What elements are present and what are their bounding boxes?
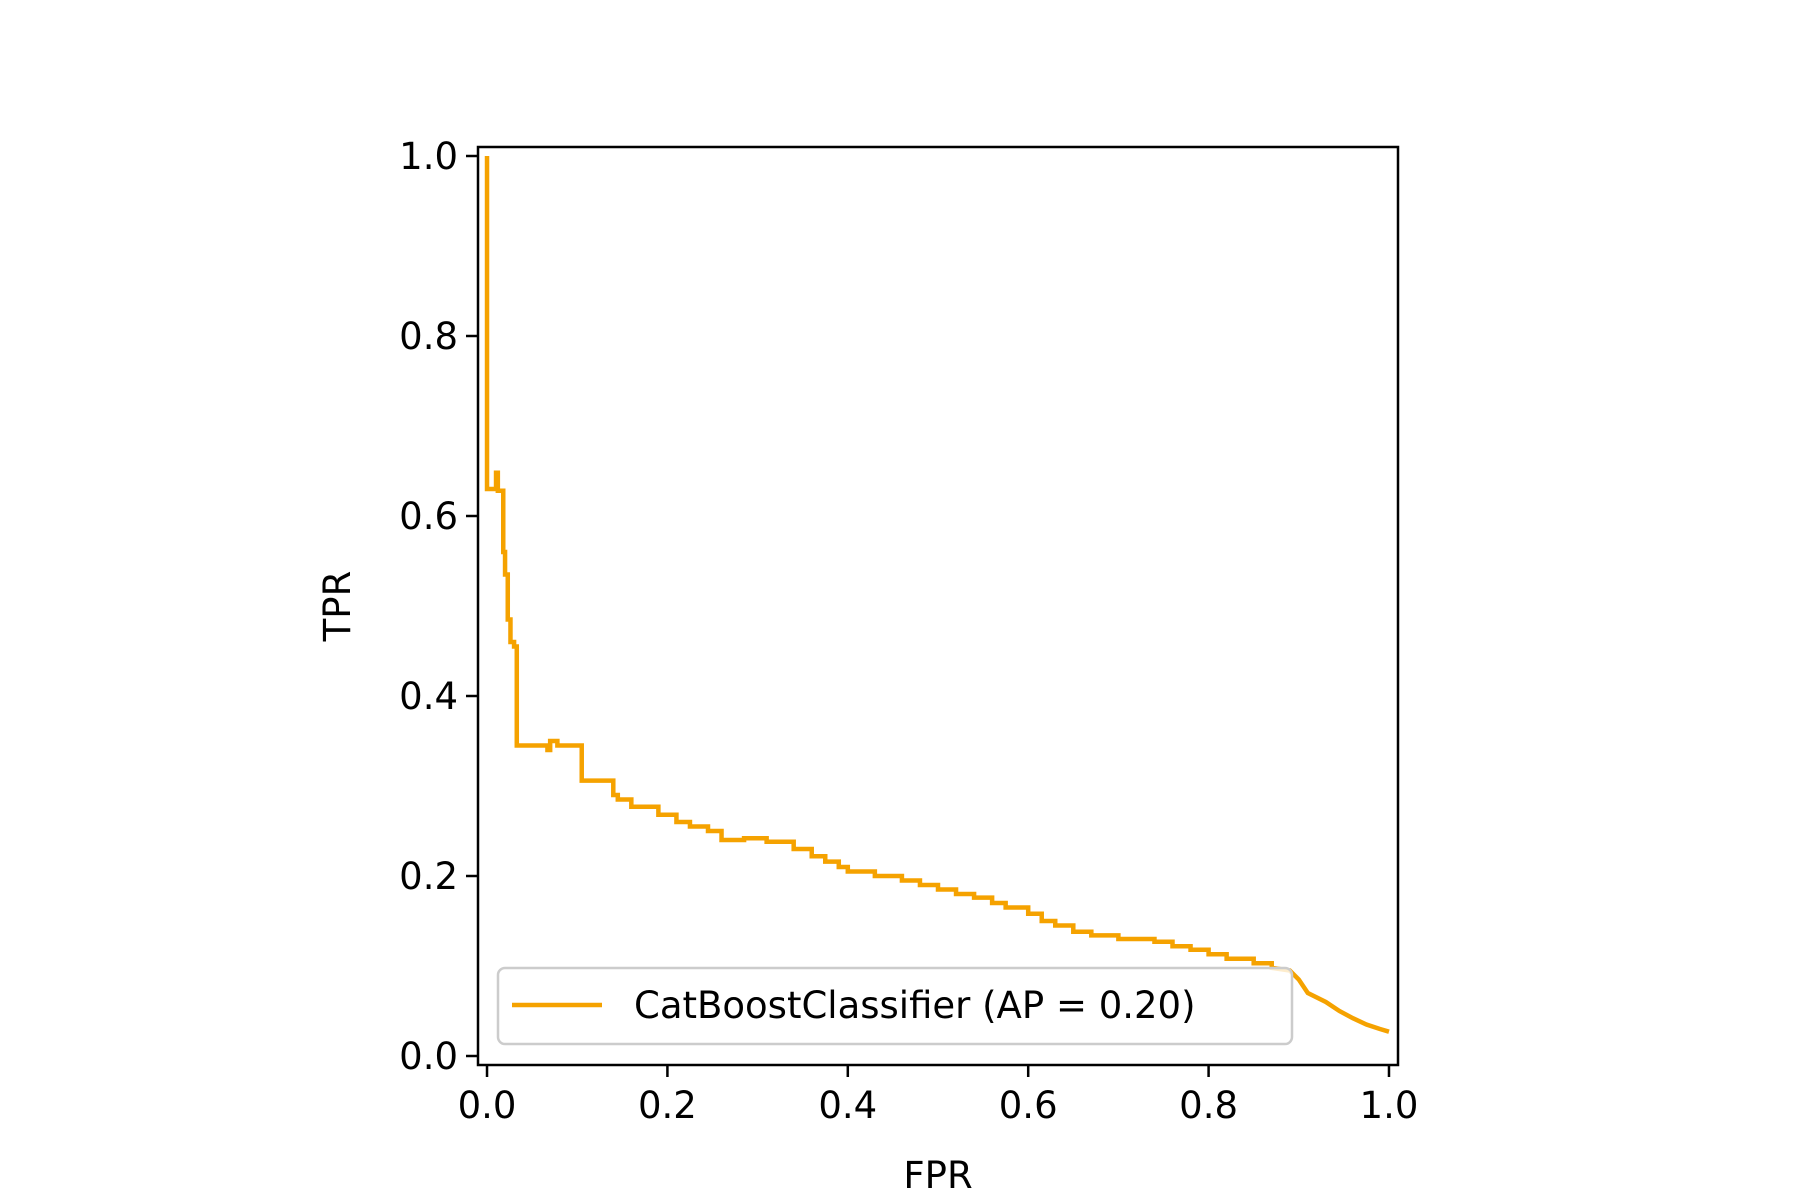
plot-area bbox=[484, 156, 1390, 1034]
x-tick-label-1: 0.2 bbox=[638, 1084, 697, 1127]
x-tick-label-2: 0.4 bbox=[818, 1084, 877, 1127]
x-axis: 0.0 0.2 0.4 0.6 0.8 1.0 bbox=[458, 1065, 1419, 1127]
y-tick-label-0: 0.0 bbox=[399, 1035, 458, 1078]
x-axis-title: FPR bbox=[903, 1154, 972, 1197]
legend-box bbox=[496, 966, 1294, 1046]
x-tick-label-0: 0.0 bbox=[458, 1084, 517, 1127]
y-tick-label-3: 0.6 bbox=[399, 495, 458, 538]
axes-frame bbox=[476, 145, 1400, 1067]
y-axis: 0.0 0.2 0.4 0.6 0.8 1.0 bbox=[399, 135, 478, 1078]
y-tick-label-1: 0.2 bbox=[399, 855, 458, 898]
series-line-0 bbox=[484, 156, 1390, 1034]
y-axis-title: TPR bbox=[316, 571, 359, 643]
x-tick-label-5: 1.0 bbox=[1360, 1084, 1419, 1127]
y-tick-label-5: 1.0 bbox=[399, 135, 458, 178]
y-tick-label-2: 0.4 bbox=[399, 675, 458, 718]
y-tick-label-4: 0.8 bbox=[399, 315, 458, 358]
x-tick-label-4: 0.8 bbox=[1179, 1084, 1238, 1127]
legend-label: CatBoostClassifier (AP = 0.20) bbox=[634, 984, 1196, 1027]
x-tick-label-3: 0.6 bbox=[999, 1084, 1058, 1127]
legend: CatBoostClassifier (AP = 0.20) bbox=[496, 966, 1294, 1046]
